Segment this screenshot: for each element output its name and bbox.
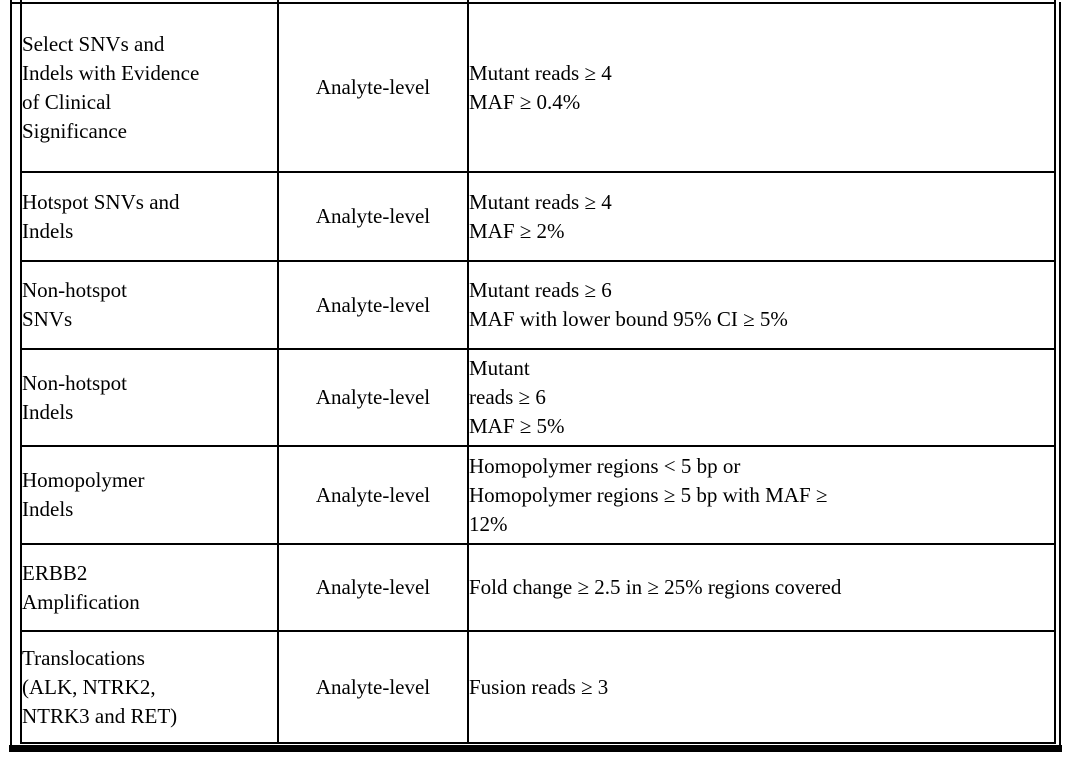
table-row: Non-hotspot Indels Analyte-level Mutant … <box>20 348 1056 447</box>
table-row: Non-hotspot SNVs Analyte-level Mutant re… <box>20 260 1056 350</box>
table-row: Hotspot SNVs and Indels Analyte-level Mu… <box>20 171 1056 262</box>
criteria-cell: Mutant reads ≥ 6 MAF with lower bound 95… <box>467 260 1056 350</box>
cutoff-cell <box>467 0 1056 4</box>
variant-type-cell: Non-hotspot SNVs <box>20 260 279 350</box>
variant-type-cell: Translocations (ALK, NTRK2, NTRK3 and RE… <box>20 630 279 744</box>
variant-type-cell: ERBB2 Amplification <box>20 543 279 632</box>
cutoff-row <box>20 0 1056 4</box>
page-border-right <box>1059 2 1061 752</box>
level-cell: Analyte-level <box>277 543 469 632</box>
table-row: Select SNVs and Indels with Evidence of … <box>20 2 1056 173</box>
criteria-cell: Mutant reads ≥ 4 MAF ≥ 2% <box>467 171 1056 262</box>
table-row: ERBB2 Amplification Analyte-level Fold c… <box>20 543 1056 632</box>
variant-criteria-table: Select SNVs and Indels with Evidence of … <box>20 0 1056 744</box>
cutoff-cell <box>277 0 469 4</box>
criteria-cell: Mutant reads ≥ 4 MAF ≥ 0.4% <box>467 2 1056 173</box>
variant-type-cell: Homopolymer Indels <box>20 445 279 545</box>
level-cell: Analyte-level <box>277 171 469 262</box>
level-cell: Analyte-level <box>277 445 469 545</box>
level-cell: Analyte-level <box>277 630 469 744</box>
variant-type-cell: Hotspot SNVs and Indels <box>20 171 279 262</box>
criteria-cell: Fusion reads ≥ 3 <box>467 630 1056 744</box>
variant-type-cell: Select SNVs and Indels with Evidence of … <box>20 2 279 173</box>
variant-type-cell: Non-hotspot Indels <box>20 348 279 447</box>
level-cell: Analyte-level <box>277 260 469 350</box>
page-border-bottom <box>9 745 1062 752</box>
criteria-cell: Mutant reads ≥ 6 MAF ≥ 5% <box>467 348 1056 447</box>
cutoff-cell <box>20 0 279 4</box>
level-cell: Analyte-level <box>277 348 469 447</box>
level-cell: Analyte-level <box>277 2 469 173</box>
criteria-cell: Fold change ≥ 2.5 in ≥ 25% regions cover… <box>467 543 1056 632</box>
table-row: Homopolymer Indels Analyte-level Homopol… <box>20 445 1056 545</box>
page-border-left <box>10 0 12 747</box>
criteria-cell: Homopolymer regions < 5 bp or Homopolyme… <box>467 445 1056 545</box>
table-row: Translocations (ALK, NTRK2, NTRK3 and RE… <box>20 630 1056 744</box>
